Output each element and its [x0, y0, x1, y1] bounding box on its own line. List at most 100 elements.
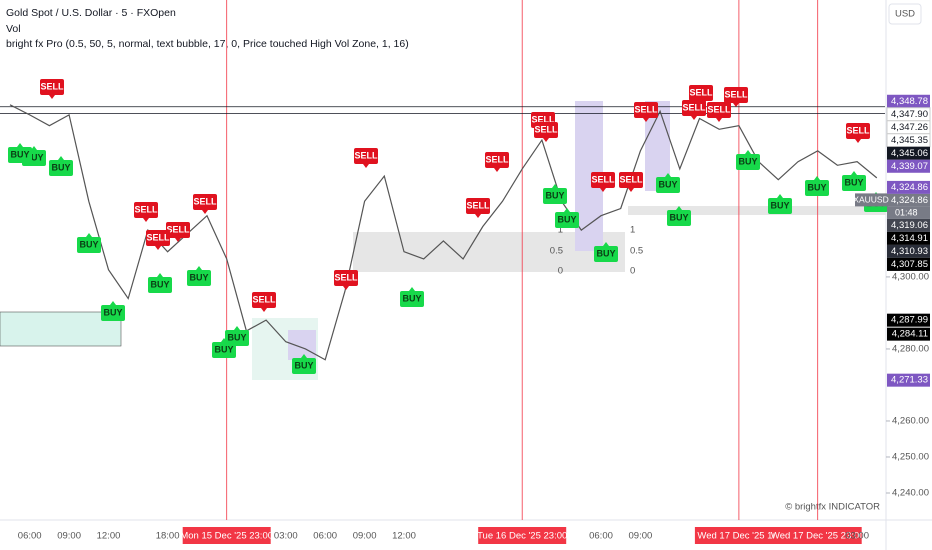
chart-title: Gold Spot / U.S. Dollar · 5 · FXOpen	[6, 7, 176, 19]
signal-bubble	[134, 202, 158, 218]
signal-bubble	[619, 172, 643, 188]
price-label: 4,345.06	[891, 148, 928, 159]
signal-bubble	[187, 270, 211, 286]
price-label-bg	[887, 94, 930, 108]
signal-bubble	[591, 172, 615, 188]
price-label: 4,310.93	[891, 246, 928, 257]
signal-label: SELL	[682, 102, 706, 112]
price-label-bg	[887, 327, 930, 341]
price-label: 4,271.33	[891, 375, 928, 386]
signal-label: SELL	[252, 294, 276, 304]
zone	[288, 330, 316, 360]
signal-bubble	[166, 222, 190, 238]
signal-pointer	[676, 206, 682, 210]
price-label: 4,284.11	[892, 329, 928, 340]
x-tick-label: 03:00	[845, 531, 869, 542]
signal-pointer	[17, 143, 23, 147]
x-label-bg	[182, 527, 271, 544]
signal-label: BUY	[669, 212, 688, 222]
price-label: 4,347.26	[891, 122, 928, 133]
signal-bubble	[40, 79, 64, 95]
y-tick-label: 4,300.00	[892, 271, 929, 282]
fib-label: 0	[630, 266, 635, 277]
signal-pointer	[777, 194, 783, 198]
signal-bubble	[212, 342, 236, 358]
currency[interactable]: USD	[895, 9, 915, 20]
signal-pointer	[600, 188, 606, 192]
signal-pointer	[301, 354, 307, 358]
currency-button[interactable]	[888, 3, 922, 25]
signal-pointer	[202, 210, 208, 214]
signal-pointer	[691, 116, 697, 120]
price-label-bg	[887, 193, 930, 207]
signal-bubble	[400, 291, 424, 307]
signal-bubble	[534, 122, 558, 138]
signal-label: BUY	[214, 344, 233, 354]
price-label-bg	[887, 159, 930, 173]
signal-label: BUY	[51, 162, 70, 172]
signal-label: SELL	[591, 174, 615, 184]
signal-label: BUY	[738, 156, 757, 166]
signal-label: BUY	[844, 177, 863, 187]
watermark: © brightfx INDICATOR	[785, 502, 880, 513]
y-tick-label: 4,240.00	[892, 488, 929, 499]
signal-bubble	[768, 198, 792, 214]
signal-bubble	[193, 194, 217, 210]
signal-pointer	[58, 156, 64, 160]
signal-bubble	[148, 277, 172, 293]
signal-bubble	[634, 102, 658, 118]
signal-bubble	[334, 270, 358, 286]
x-tick-label: Tue 16 Dec '25 23:00	[477, 531, 567, 542]
signal-label: BUY	[402, 293, 421, 303]
signal-label: SELL	[534, 124, 558, 134]
indicator: bright fx Pro (0.5, 50, 5, normal, text …	[6, 38, 409, 50]
signal-label: BUY	[150, 279, 169, 289]
x-tick-label: Wed 17 Dec '25 23:00	[771, 531, 865, 542]
x-tick-label: 06:00	[18, 531, 42, 542]
x-tick-label: 18:00	[156, 531, 180, 542]
signal-pointer	[143, 218, 149, 222]
signal-pointer	[745, 150, 751, 154]
signal-pointer	[363, 164, 369, 168]
signal-pointer	[564, 208, 570, 212]
price-label-bg	[887, 373, 930, 387]
price-label: 4,287.99	[891, 315, 928, 326]
price-label: 4,324.86	[891, 182, 928, 193]
price-label-bg	[887, 218, 930, 232]
signal-bubble	[707, 102, 731, 118]
subtitle: Vol	[6, 23, 21, 35]
x-tick-label: 03:00	[274, 531, 298, 542]
price-label-bg	[887, 313, 930, 327]
signal-label: SELL	[193, 196, 217, 206]
price-label: 4,345.35	[891, 135, 928, 146]
signal-label: SELL	[166, 224, 190, 234]
x-label-bg	[478, 527, 567, 544]
signal-label: BUY	[10, 149, 29, 159]
x-tick-label: 06:00	[589, 531, 613, 542]
y-tick-label: 4,280.00	[892, 343, 929, 354]
signal-pointer	[733, 103, 739, 107]
fib-label: 0	[558, 266, 563, 277]
signal-label: SELL	[846, 125, 870, 135]
x-label-bg	[773, 527, 862, 544]
signal-pointer	[261, 308, 267, 312]
signal-bubble	[555, 212, 579, 228]
zone	[0, 311, 122, 347]
signal-bubble	[8, 147, 32, 163]
signal-label: BUY	[189, 272, 208, 282]
signal-label: BUY	[557, 214, 576, 224]
fib-label: 1	[558, 225, 563, 236]
price-label: 4,324.86	[891, 195, 928, 206]
signal-label: BUY	[658, 179, 677, 189]
signal-bubble	[667, 210, 691, 226]
signal-pointer	[552, 184, 558, 188]
signal-label: SELL	[707, 104, 731, 114]
price-label: 4,319.06	[891, 220, 928, 231]
signal-bubble	[77, 237, 101, 253]
price-label-bg	[887, 257, 930, 271]
signal-bubble	[292, 358, 316, 374]
signal-bubble	[805, 180, 829, 196]
x-tick-label: Mon 15 Dec '25 23:00	[180, 531, 273, 542]
